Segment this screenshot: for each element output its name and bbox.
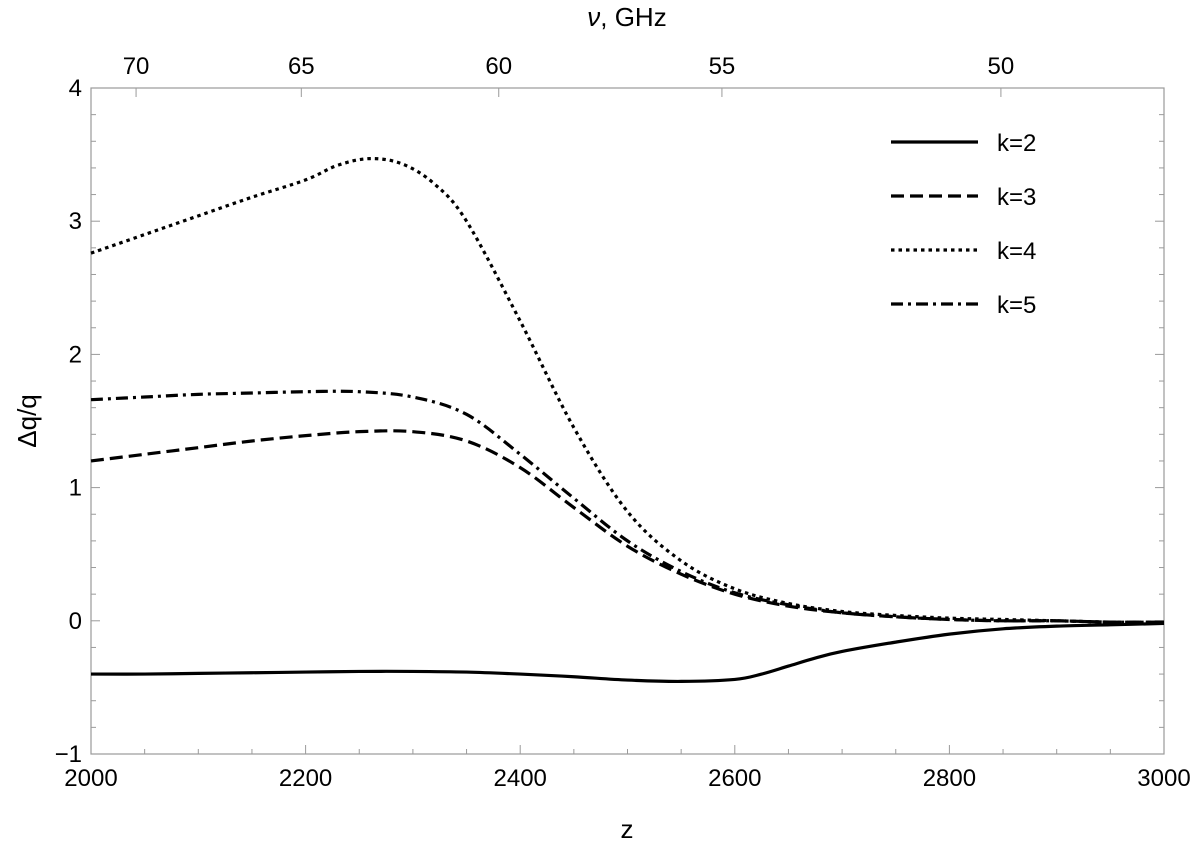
legend-label: k=5 [997, 292, 1036, 319]
top-axis-tick-label: 70 [123, 53, 150, 80]
x-tick-label: 2600 [708, 765, 761, 792]
y-tick-label: 1 [69, 475, 82, 502]
legend: k=2 k=3 k=4 k=5 [891, 130, 1036, 319]
top-axis-tick-label: 50 [988, 53, 1015, 80]
y-tick-label: 3 [69, 208, 82, 235]
x-tick-labels: 2000 2200 2400 2600 2800 3000 [64, 765, 1190, 792]
x-tick-label: 2000 [64, 765, 117, 792]
series-line-k-3 [90, 429, 1165, 624]
y-tick-labels: −1 0 1 2 3 4 [55, 75, 82, 768]
top-axis-title: ν, GHz [587, 2, 666, 32]
x-axis-title: z [621, 814, 634, 842]
major-ticks [90, 87, 1165, 755]
series-line-k-4 [90, 156, 1165, 624]
x-tick-label: 2200 [279, 765, 332, 792]
legend-label: k=4 [997, 238, 1036, 265]
legend-label: k=2 [997, 130, 1036, 157]
series-lines [90, 156, 1165, 684]
series-line-k-5 [90, 389, 1165, 624]
x-tick-label: 2400 [494, 765, 547, 792]
top-axis-tick-label: 65 [288, 53, 315, 80]
x-tick-label: 3000 [1137, 765, 1190, 792]
y-tick-label: 2 [69, 341, 82, 368]
top-axis-tick-label: 60 [485, 53, 512, 80]
minor-ticks [91, 114, 1164, 754]
x-tick-label: 2800 [923, 765, 976, 792]
y-axis-title: Δq/q [12, 394, 42, 448]
y-tick-label: 0 [69, 608, 82, 635]
y-tick-label: 4 [69, 75, 82, 102]
top-axis-title-unit: , GHz [600, 2, 666, 32]
y-tick-label: −1 [55, 741, 82, 768]
top-axis-tick-label: 55 [709, 53, 736, 80]
top-axis-tick-labels: 70 65 60 55 50 [123, 53, 1015, 80]
top-axis-title-var: ν [587, 2, 600, 32]
series-line-k-2 [90, 621, 1165, 684]
legend-label: k=3 [997, 184, 1036, 211]
